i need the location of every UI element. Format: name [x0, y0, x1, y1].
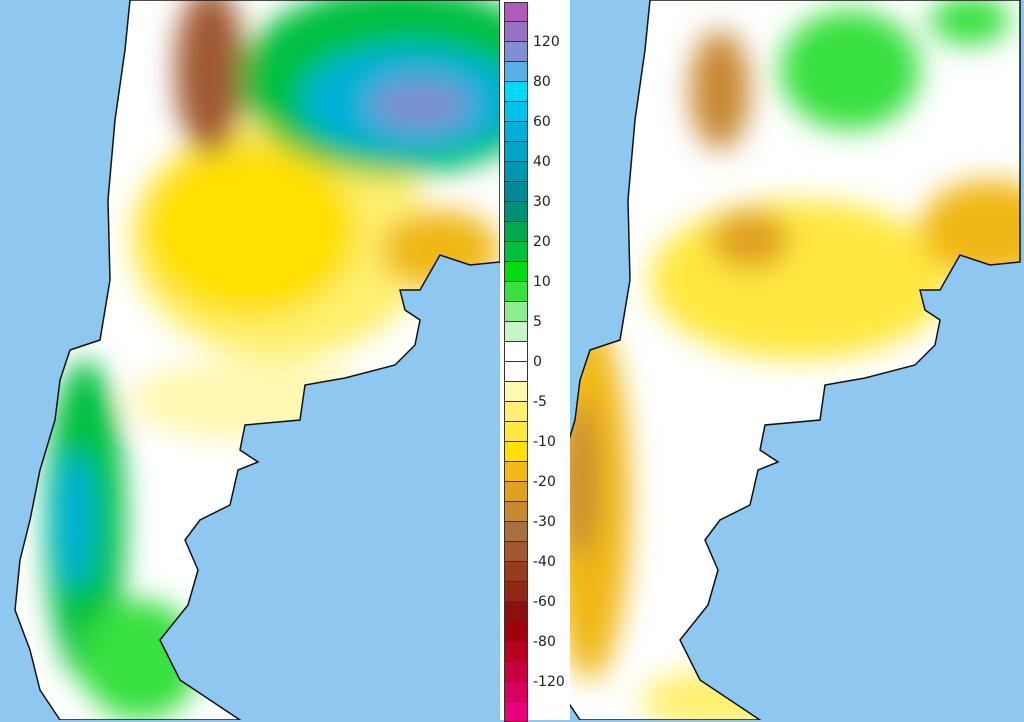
- colorbar-swatch: [504, 302, 528, 322]
- colorbar-swatch: [504, 322, 528, 342]
- colorbar-label: -20: [533, 474, 556, 490]
- colorbar-swatch: [504, 242, 528, 262]
- colorbar-swatch: [504, 222, 528, 242]
- colorbar-label: -5: [533, 394, 547, 410]
- colorbar-label: 120: [533, 34, 560, 50]
- colorbar-label: -60: [533, 594, 556, 610]
- colorbar-swatch: [504, 642, 528, 662]
- colorbar-swatch: [504, 202, 528, 222]
- colorbar-label: 80: [533, 74, 551, 90]
- colorbar-swatch: [504, 422, 528, 442]
- colorbar-swatch: [504, 662, 528, 682]
- colorbar-label: -120: [533, 674, 565, 690]
- colorbar-swatch: [504, 622, 528, 642]
- colorbar-swatch: [504, 122, 528, 142]
- colorbar-swatch: [504, 2, 528, 22]
- colorbar-swatch: [504, 502, 528, 522]
- colorbar-swatch: [504, 162, 528, 182]
- colorbar-swatch: [504, 82, 528, 102]
- colorbar-swatch: [504, 362, 528, 382]
- left-map: [15, 0, 500, 720]
- colorbar-label: 30: [533, 194, 551, 210]
- colorbar-swatch: [504, 442, 528, 462]
- colorbar-swatch: [504, 22, 528, 42]
- colorbar-swatch: [504, 262, 528, 282]
- colorbar-legend: 120 80 60 40 30 20 10 5 0 -5 -10 -20 -30 -40 -60 -80 -12…: [500, 0, 570, 722]
- colorbar-swatch: [504, 342, 528, 362]
- colorbar-swatch: [504, 462, 528, 482]
- colorbar-swatch: [504, 142, 528, 162]
- colorbar-swatch: [504, 102, 528, 122]
- colorbar-label: 0: [533, 354, 542, 370]
- colorbar-swatch: [504, 482, 528, 502]
- colorbar-swatch: [504, 542, 528, 562]
- colorbar-swatch: [504, 562, 528, 582]
- colorbar-label: 5: [533, 314, 542, 330]
- colorbar-swatch: [504, 602, 528, 622]
- colorbar-label: 10: [533, 274, 551, 290]
- colorbar-swatch: [504, 42, 528, 62]
- colorbar-swatch: [504, 402, 528, 422]
- colorbar-swatch: [504, 382, 528, 402]
- colorbar-label: 40: [533, 154, 551, 170]
- colorbar-label: 60: [533, 114, 551, 130]
- right-map: [570, 0, 1024, 720]
- colorbar-swatch: [504, 682, 528, 702]
- colorbar-label: -10: [533, 434, 556, 450]
- colorbar-label: -80: [533, 634, 556, 650]
- colorbar-label: -30: [533, 514, 556, 530]
- colorbar-swatch: [504, 522, 528, 542]
- colorbar-swatch: [504, 182, 528, 202]
- colorbar-swatch: [504, 702, 528, 722]
- colorbar-label: 20: [533, 234, 551, 250]
- colorbar-swatch: [504, 282, 528, 302]
- colorbar-swatch: [504, 582, 528, 602]
- colorbar-label: -40: [533, 554, 556, 570]
- colorbar-swatch: [504, 62, 528, 82]
